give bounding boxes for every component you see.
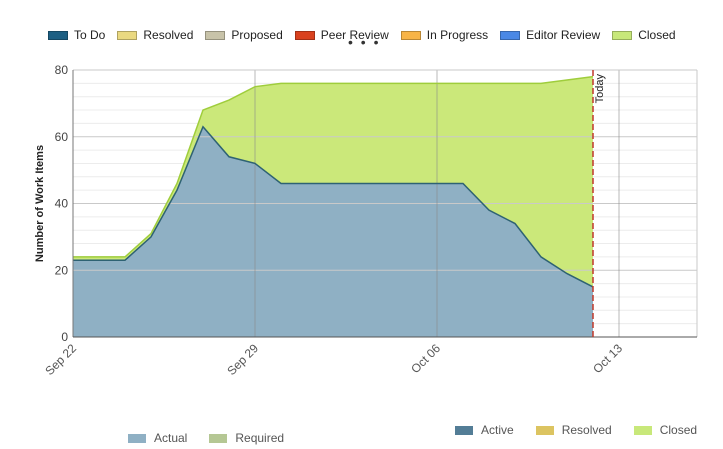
legend-label: Actual (154, 431, 188, 445)
legend-swatch (455, 425, 473, 435)
legend-label: Proposed (231, 28, 283, 42)
bottom-legend-right-item[interactable]: Active (455, 423, 514, 437)
legend-label: To Do (74, 28, 106, 42)
legend-swatch (500, 30, 521, 40)
bottom-legend-right-item[interactable]: Closed (633, 423, 698, 437)
top-legend-item[interactable]: To Do (48, 28, 105, 42)
legend-label: Editor Review (526, 28, 601, 42)
more-legend-indicator[interactable]: • • • (348, 34, 381, 50)
legend-label: Closed (638, 28, 676, 42)
y-tick-label: 80 (55, 63, 69, 77)
bottom-legend-left: Actual Required (128, 431, 306, 445)
legend-swatch (205, 30, 226, 40)
x-tick-label: Oct 13 (590, 341, 625, 376)
x-tick-label: Sep 29 (224, 341, 261, 378)
today-label: Today (594, 74, 606, 104)
bottom-legend-left-item[interactable]: Required (209, 431, 284, 445)
closed-area (73, 76, 593, 287)
closed-line (73, 75, 594, 258)
x-tick-label: Oct 06 (408, 341, 443, 376)
legend-swatch (48, 30, 68, 40)
legend-swatch (400, 30, 421, 40)
bottom-legend-left-item[interactable]: Actual (128, 431, 187, 445)
top-legend: To Do Resolved Proposed Peer Review In Progr… (48, 27, 688, 43)
legend-label: Resolved (561, 423, 612, 437)
y-axis-title: Number of Work Items (34, 145, 46, 262)
legend-label: Peer Review (320, 28, 389, 42)
legend-swatch (294, 30, 315, 40)
top-legend-item[interactable]: In Progress (400, 28, 489, 42)
active-line (73, 125, 594, 288)
y-tick-label: 20 (55, 263, 69, 277)
active-area (73, 126, 593, 337)
y-tick-label: 0 (61, 330, 68, 344)
legend-swatch (117, 30, 138, 40)
x-tick-label: Sep 22 (42, 341, 79, 378)
legend-label: Resolved (143, 28, 194, 42)
legend-swatch (209, 433, 228, 443)
legend-label: In Progress (426, 28, 489, 42)
top-legend-item[interactable]: Closed (612, 28, 676, 42)
bottom-legend-right-item[interactable]: Resolved (535, 423, 612, 437)
legend-swatch (128, 433, 146, 443)
top-legend-item[interactable]: Editor Review (500, 28, 600, 42)
y-tick-label: 60 (55, 130, 69, 144)
top-legend-item[interactable]: Resolved (117, 28, 193, 42)
legend-label: Active (481, 423, 514, 437)
y-tick-label: 40 (55, 197, 69, 211)
legend-swatch (535, 425, 554, 435)
legend-swatch (612, 30, 633, 40)
bottom-legend-right: Active Resolved Closed (455, 423, 719, 437)
top-legend-item[interactable]: Peer Review (294, 28, 389, 42)
top-legend-item[interactable]: Proposed (205, 28, 283, 42)
legend-label: Required (235, 431, 285, 445)
legend-label: Closed (659, 423, 698, 437)
legend-swatch (633, 425, 652, 435)
